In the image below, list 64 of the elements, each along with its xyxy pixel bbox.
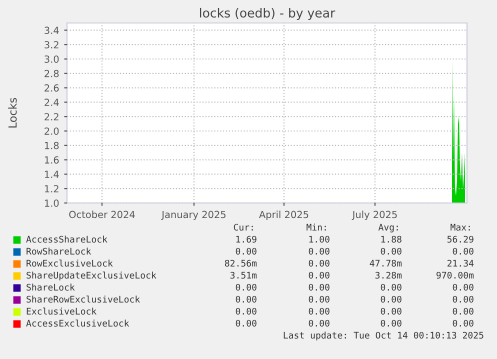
text: 0.00 xyxy=(308,260,330,267)
text: 0.00 xyxy=(380,296,402,303)
chart-title: locks (oedb) - by year xyxy=(200,8,336,20)
y-tick-label: 2.0 xyxy=(44,127,59,135)
legend-label: ExclusiveLock xyxy=(26,308,97,315)
text: 3.51m xyxy=(230,272,257,279)
y-tick-label: 3.0 xyxy=(44,55,59,63)
text: 0.00 xyxy=(236,248,256,255)
text: 0.00 xyxy=(452,308,474,315)
text: 0.00 xyxy=(308,272,330,279)
text: 56.29 xyxy=(447,236,474,243)
text: 0.00 xyxy=(236,320,256,327)
y-tick-label: 1.0 xyxy=(44,199,59,207)
text: 0.00 xyxy=(236,308,256,315)
text: Min: xyxy=(306,224,326,231)
text: 3.28m xyxy=(375,272,402,279)
legend-label: RowShareLock xyxy=(26,248,92,255)
text: 0.00 xyxy=(308,320,330,327)
legend-label: AccessExclusiveLock xyxy=(26,320,130,327)
text: Last update: Tue Oct 14 00:10:13 2025 xyxy=(284,332,484,340)
x-tick-label: October 2024 xyxy=(69,210,135,218)
text: 0.00 xyxy=(308,284,330,291)
text: 47.78m xyxy=(370,260,402,267)
text: Avg: xyxy=(378,224,398,232)
legend-label: ShareRowExclusiveLock xyxy=(26,296,140,303)
y-tick-label: 1.6 xyxy=(44,156,59,164)
text: 970.00m xyxy=(436,272,474,279)
y-tick-label: 3.2 xyxy=(44,41,58,48)
text: 0.00 xyxy=(308,296,330,303)
legend-label: ShareLock xyxy=(26,284,75,291)
text: 0.00 xyxy=(308,248,330,255)
y-tick-label: 1.2 xyxy=(44,185,58,192)
text: 1.88 xyxy=(381,236,402,243)
legend-label: AccessShareLock xyxy=(26,236,108,243)
text: 0.00 xyxy=(380,320,402,327)
y-axis-title: Locks xyxy=(8,98,17,128)
y-tick-label: 2.6 xyxy=(44,84,59,92)
text: 0.00 xyxy=(452,248,474,255)
y-tick-label: 2.4 xyxy=(44,98,59,106)
y-tick-label: 1.4 xyxy=(44,170,59,178)
text: 0.00 xyxy=(452,320,474,327)
x-tick-label: January 2025 xyxy=(161,210,226,220)
text: 82.56m xyxy=(224,260,257,267)
legend-label: ShareUpdateExclusiveLock xyxy=(26,272,156,280)
text: 1.69 xyxy=(236,236,256,243)
text: 0.00 xyxy=(380,308,402,315)
y-tick-label: 2.2 xyxy=(44,113,58,120)
x-tick-label: April 2025 xyxy=(259,210,308,220)
y-tick-label: 2.8 xyxy=(44,70,59,78)
legend-label: RowExclusiveLock xyxy=(26,260,113,267)
text: 0.00 xyxy=(380,284,402,291)
text: 1.00 xyxy=(309,236,330,243)
text: 0.00 xyxy=(236,296,256,303)
text: Max: xyxy=(450,224,470,231)
y-tick-label: 1.8 xyxy=(44,142,59,150)
text: 0.00 xyxy=(452,284,474,291)
x-tick-label: July 2025 xyxy=(352,210,397,220)
text: Cur: xyxy=(234,224,253,231)
text: 0.00 xyxy=(452,296,474,303)
text: 0.00 xyxy=(236,284,256,291)
y-tick-label: 3.4 xyxy=(44,26,59,34)
text: 21.34 xyxy=(447,260,474,267)
text: 0.00 xyxy=(308,308,330,315)
text: 0.00 xyxy=(380,248,402,255)
